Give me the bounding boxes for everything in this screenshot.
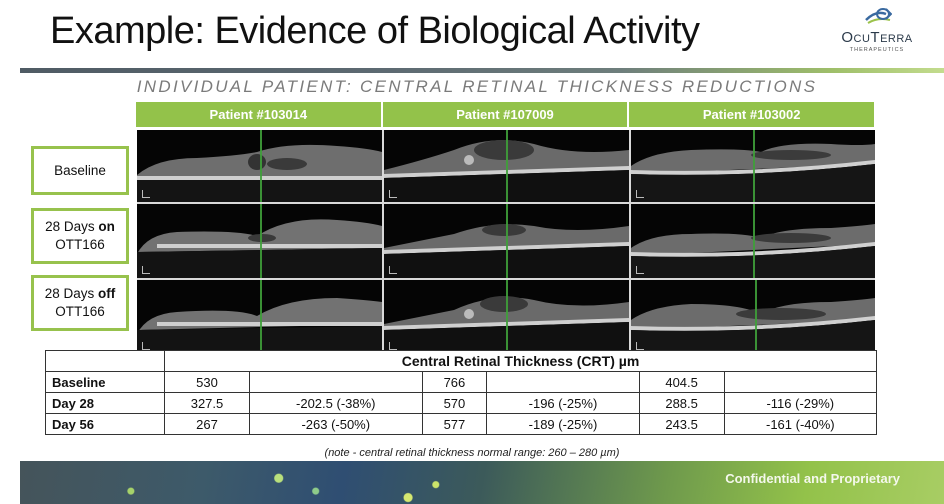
scale-bar-icon xyxy=(636,266,644,274)
scale-bar-icon xyxy=(389,266,397,274)
scale-bar-icon xyxy=(142,342,150,350)
table-corner-cell xyxy=(45,350,165,372)
timepoint-text: 28 Days xyxy=(45,219,99,234)
timepoint-label-on-treatment: 28 Days on OTT166 xyxy=(31,208,129,264)
oct-scan-103014-day28-off xyxy=(137,280,382,354)
crt-change xyxy=(248,371,423,393)
scan-marker-line xyxy=(506,130,508,202)
timepoint-emphasis: off xyxy=(98,286,116,301)
table-row: Day 28 327.5 -202.5 (-38%) 570 -196 (-25… xyxy=(45,392,878,414)
scan-marker-line xyxy=(753,130,755,202)
logo-tagline: THERAPEUTICS xyxy=(849,47,905,53)
row-label: Baseline xyxy=(45,371,165,393)
oct-scan-103002-day28-off xyxy=(631,280,875,354)
footnote: (note - central retinal thickness normal… xyxy=(324,447,620,459)
scale-bar-icon xyxy=(389,342,397,350)
crt-change xyxy=(486,371,640,393)
timepoint-drug: OTT166 xyxy=(55,237,105,252)
oct-scan-107009-day28-on xyxy=(384,204,629,278)
table-row: Day 56 267 -263 (-50%) 577 -189 (-25%) 2… xyxy=(45,413,878,435)
footer-banner: Confidential and Proprietary xyxy=(20,461,944,504)
scan-marker-line xyxy=(753,204,755,278)
crt-value: 267 xyxy=(164,413,250,435)
timepoint-drug: OTT166 xyxy=(55,304,105,319)
scan-marker-line xyxy=(506,280,508,354)
slide-title: Example: Evidence of Biological Activity xyxy=(50,10,700,52)
patient-header: Patient #103002 xyxy=(702,107,801,122)
timepoint-text: Baseline xyxy=(54,162,106,178)
scale-bar-icon xyxy=(636,190,644,198)
row-label: Day 56 xyxy=(45,413,165,435)
timepoint-emphasis: on xyxy=(98,219,115,234)
scan-marker-line xyxy=(260,280,262,354)
crt-value: 570 xyxy=(421,392,488,414)
crt-value: 766 xyxy=(421,371,488,393)
timepoint-text: 28 Days xyxy=(44,286,99,301)
crt-change: -161 (-40%) xyxy=(723,413,878,435)
timepoint-label-baseline: Baseline xyxy=(31,146,129,195)
confidential-label: Confidential and Proprietary xyxy=(725,471,900,486)
table-header-row: Central Retinal Thickness (CRT) µm xyxy=(45,350,877,372)
crt-value: 243.5 xyxy=(638,413,725,435)
oct-scan-107009-baseline xyxy=(384,130,629,202)
crt-change: -263 (-50%) xyxy=(248,413,423,435)
scan-marker-line xyxy=(755,280,757,354)
crt-change: -189 (-25%) xyxy=(486,413,640,435)
company-logo: OcuTerra THERAPEUTICS xyxy=(822,4,932,60)
patient-header: Patient #103014 xyxy=(136,102,383,127)
oct-image-grid xyxy=(137,130,875,354)
scale-bar-icon xyxy=(389,190,397,198)
scan-marker-line xyxy=(260,130,262,202)
oct-scan-107009-day28-off xyxy=(384,280,629,354)
crt-change xyxy=(723,371,878,393)
header-divider xyxy=(20,68,944,73)
crt-value: 288.5 xyxy=(638,392,725,414)
oct-scan-103014-baseline xyxy=(137,130,382,202)
eye-logo-icon xyxy=(865,8,892,24)
section-subtitle: INDIVIDUAL PATIENT: CENTRAL RETINAL THIC… xyxy=(136,77,818,96)
scan-marker-line xyxy=(260,204,262,278)
row-label: Day 28 xyxy=(45,392,165,414)
crt-table: Central Retinal Thickness (CRT) µm Basel… xyxy=(45,350,878,435)
crt-change: -196 (-25%) xyxy=(486,392,640,414)
scan-marker-line xyxy=(506,204,508,278)
scale-bar-icon xyxy=(636,342,644,350)
table-row: Baseline 530 766 404.5 xyxy=(45,371,878,393)
crt-change: -202.5 (-38%) xyxy=(248,392,423,414)
crt-value: 577 xyxy=(421,413,488,435)
oct-scan-103002-baseline xyxy=(631,130,875,202)
table-caption: Central Retinal Thickness (CRT) µm xyxy=(164,350,877,372)
scale-bar-icon xyxy=(142,266,150,274)
crt-value: 404.5 xyxy=(638,371,725,393)
crt-value: 327.5 xyxy=(164,392,250,414)
crt-value: 530 xyxy=(164,371,250,393)
scale-bar-icon xyxy=(142,190,150,198)
oct-scan-103002-day28-on xyxy=(631,204,875,278)
timepoint-label-off-treatment: 28 Days off OTT166 xyxy=(31,275,129,331)
crt-change: -116 (-29%) xyxy=(723,392,878,414)
oct-scan-103014-day28-on xyxy=(137,204,382,278)
logo-name: OcuTerra xyxy=(841,29,913,46)
patient-header-bar: Patient #103014 Patient #107009 Patient … xyxy=(136,102,874,127)
patient-header: Patient #107009 xyxy=(383,102,630,127)
